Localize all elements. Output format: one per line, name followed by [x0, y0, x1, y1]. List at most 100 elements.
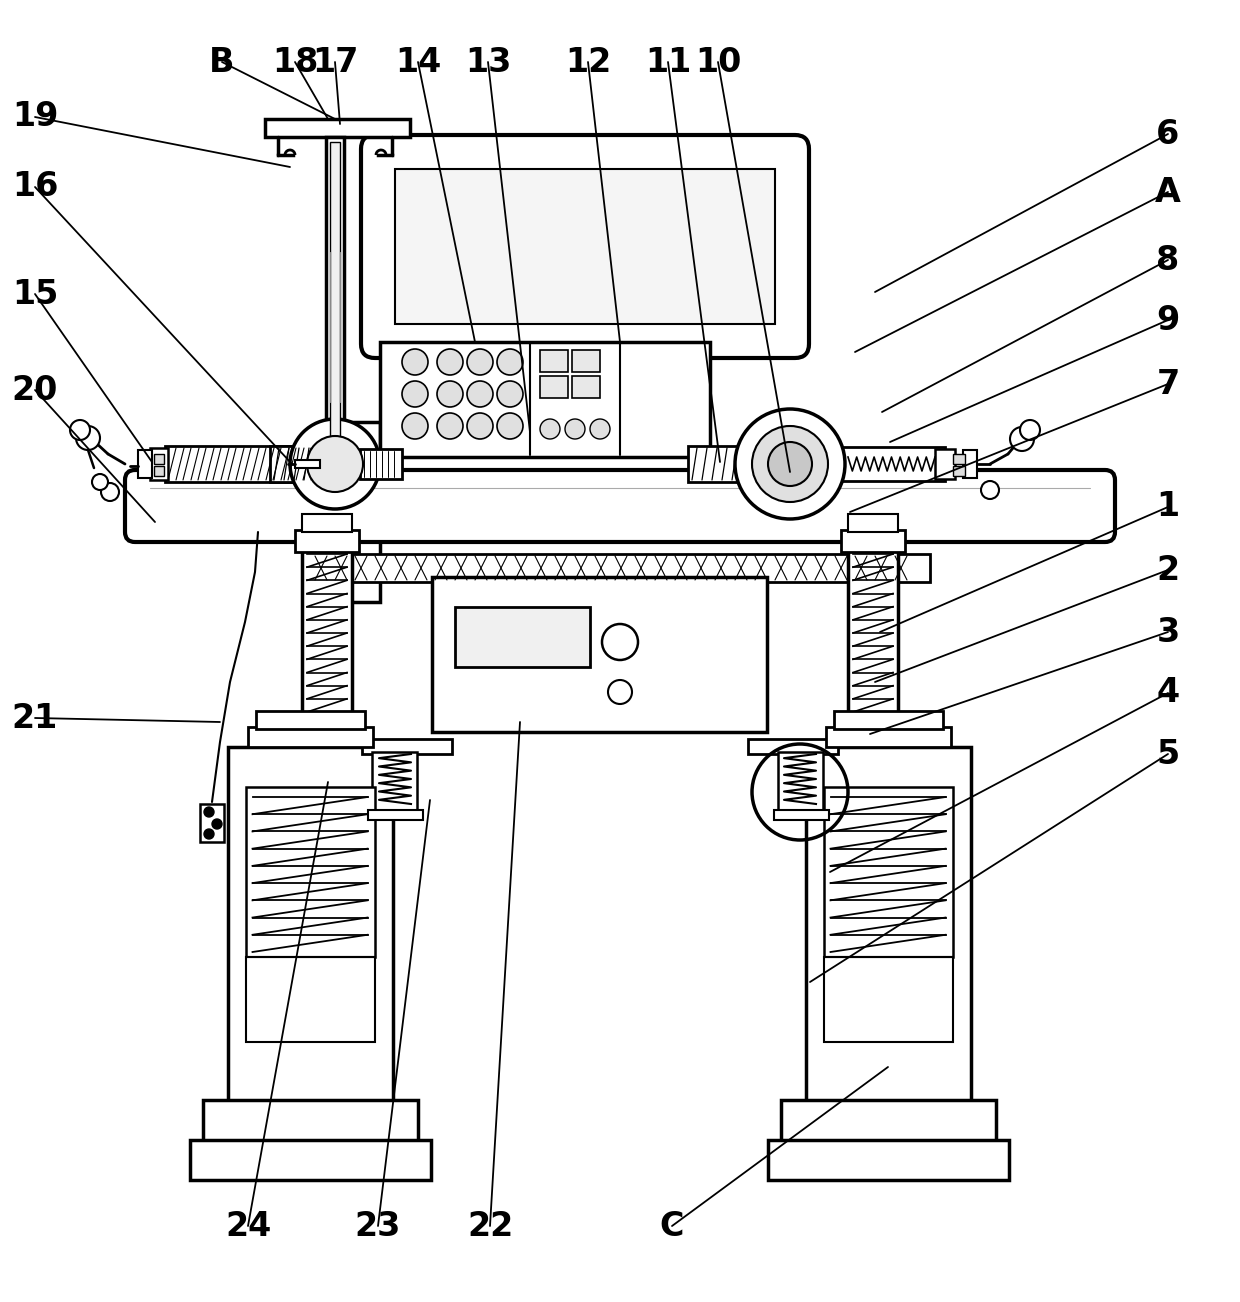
- Bar: [844, 719, 901, 737]
- Bar: [138, 450, 153, 478]
- Circle shape: [601, 624, 639, 660]
- Circle shape: [467, 381, 494, 408]
- Circle shape: [497, 413, 523, 439]
- Text: 10: 10: [694, 46, 742, 78]
- Bar: [203, 1100, 418, 1142]
- Bar: [396, 169, 775, 324]
- Text: 24: 24: [224, 1210, 272, 1242]
- Bar: [748, 740, 838, 754]
- Circle shape: [92, 474, 108, 490]
- Text: B: B: [210, 46, 234, 78]
- Bar: [368, 810, 423, 820]
- Text: 22: 22: [467, 1210, 513, 1242]
- Text: 2: 2: [1157, 553, 1179, 586]
- Bar: [826, 727, 951, 747]
- Text: 21: 21: [12, 702, 58, 734]
- Text: 19: 19: [12, 100, 58, 134]
- Text: 8: 8: [1157, 243, 1179, 276]
- Bar: [304, 736, 350, 747]
- Bar: [330, 422, 379, 602]
- Circle shape: [735, 409, 844, 519]
- Circle shape: [751, 426, 828, 503]
- Text: C: C: [660, 1210, 684, 1242]
- Circle shape: [1011, 427, 1034, 450]
- Bar: [310, 553, 930, 582]
- Circle shape: [290, 419, 379, 509]
- Circle shape: [467, 349, 494, 375]
- Bar: [825, 786, 954, 957]
- Bar: [848, 514, 898, 533]
- Bar: [246, 786, 374, 957]
- Bar: [781, 1100, 996, 1142]
- Circle shape: [436, 381, 463, 408]
- Bar: [768, 1141, 1009, 1180]
- Circle shape: [768, 441, 812, 486]
- Text: A: A: [1156, 176, 1180, 208]
- Circle shape: [539, 419, 560, 439]
- Bar: [190, 1141, 432, 1180]
- Circle shape: [205, 829, 215, 838]
- Text: 20: 20: [12, 374, 58, 406]
- Bar: [295, 460, 320, 467]
- Circle shape: [436, 349, 463, 375]
- Bar: [539, 376, 568, 398]
- Bar: [228, 747, 393, 1101]
- Text: 9: 9: [1157, 303, 1179, 336]
- Bar: [298, 719, 356, 737]
- Circle shape: [590, 419, 610, 439]
- Bar: [270, 447, 332, 482]
- Circle shape: [497, 349, 523, 375]
- Circle shape: [205, 807, 215, 816]
- Text: 17: 17: [311, 46, 358, 78]
- Bar: [303, 547, 352, 723]
- Bar: [303, 514, 352, 533]
- Circle shape: [565, 419, 585, 439]
- Circle shape: [212, 819, 222, 829]
- Circle shape: [436, 413, 463, 439]
- Bar: [954, 466, 965, 477]
- Bar: [539, 350, 568, 372]
- Bar: [963, 450, 977, 478]
- FancyBboxPatch shape: [125, 470, 1115, 542]
- Bar: [777, 753, 823, 812]
- Text: 11: 11: [645, 46, 691, 78]
- Bar: [841, 530, 905, 552]
- Circle shape: [1021, 421, 1040, 440]
- Bar: [372, 753, 417, 812]
- Bar: [246, 957, 374, 1042]
- Bar: [935, 449, 955, 479]
- Bar: [572, 350, 600, 372]
- Bar: [360, 449, 402, 479]
- Circle shape: [497, 381, 523, 408]
- Circle shape: [981, 480, 999, 499]
- Text: 12: 12: [565, 46, 611, 78]
- Text: 18: 18: [272, 46, 319, 78]
- Bar: [154, 466, 164, 477]
- Bar: [255, 711, 365, 729]
- Circle shape: [69, 421, 91, 440]
- Bar: [295, 530, 360, 552]
- Circle shape: [402, 413, 428, 439]
- Bar: [154, 454, 164, 464]
- Bar: [839, 447, 945, 480]
- Bar: [362, 740, 453, 754]
- Bar: [825, 957, 954, 1042]
- Bar: [165, 447, 365, 482]
- Bar: [326, 137, 343, 462]
- Text: 14: 14: [394, 46, 441, 78]
- Bar: [806, 747, 971, 1101]
- Bar: [150, 448, 167, 480]
- Bar: [572, 376, 600, 398]
- Bar: [455, 607, 590, 667]
- Text: 4: 4: [1157, 677, 1179, 710]
- Circle shape: [402, 381, 428, 408]
- Text: 3: 3: [1157, 616, 1179, 648]
- Bar: [200, 805, 224, 842]
- Bar: [265, 118, 410, 137]
- Bar: [849, 736, 897, 747]
- Bar: [848, 547, 898, 723]
- Text: 6: 6: [1157, 117, 1179, 151]
- Bar: [248, 727, 373, 747]
- Circle shape: [608, 680, 632, 704]
- Text: 16: 16: [12, 171, 58, 203]
